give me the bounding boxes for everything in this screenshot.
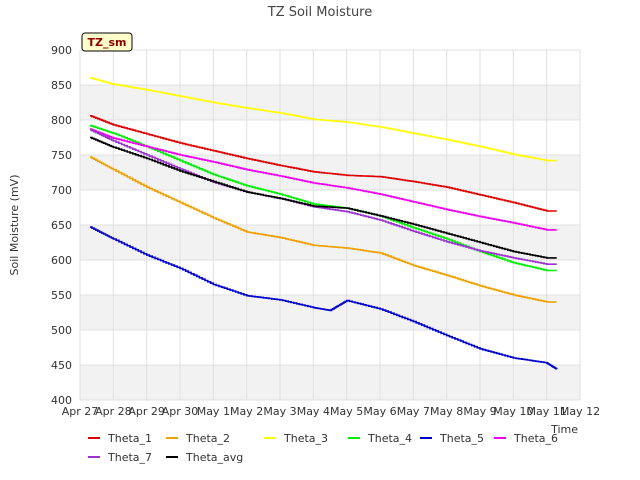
y-tick-label: 450	[51, 359, 72, 372]
legend-item-theta-6: Theta_6	[494, 432, 558, 445]
legend-item-theta-4: Theta_4	[348, 432, 412, 445]
series-line-theta-3	[90, 77, 557, 162]
x-tick-label: May 12	[560, 405, 600, 418]
x-tick-label: Apr 29	[128, 405, 165, 418]
chart-title: TZ Soil Moisture	[267, 5, 373, 20]
grid-band	[80, 50, 580, 85]
x-tick-label: May 2	[230, 405, 263, 418]
series-line-theta-5	[90, 226, 558, 370]
y-tick-label: 400	[51, 394, 72, 407]
x-tick-label: May 10	[493, 405, 533, 418]
x-tick-label: May 7	[397, 405, 430, 418]
series-lines	[90, 77, 558, 370]
badge-label: TZ_sm	[88, 36, 127, 49]
legend-item-theta-3: Theta_3	[264, 432, 328, 445]
badge-box	[81, 32, 133, 52]
series-line-theta-avg	[90, 136, 557, 259]
x-tick-label: Apr 27	[62, 405, 99, 418]
x-tick-label: May 6	[363, 405, 396, 418]
x-tick-label: May 11	[527, 405, 567, 418]
legend-label: Theta_3	[283, 432, 328, 445]
grid-lines	[79, 49, 581, 401]
series-line-theta-1	[90, 115, 557, 212]
legend-item-theta-7: Theta_7	[88, 451, 152, 464]
grid-band	[80, 365, 580, 400]
x-tick-label: May 8	[430, 405, 463, 418]
x-tick-label: May 5	[330, 405, 363, 418]
station-badge: TZ_sm	[81, 32, 133, 52]
legend-label: Theta_4	[367, 432, 412, 445]
y-tick-label: 850	[51, 79, 72, 92]
x-tick-label: May 3	[263, 405, 296, 418]
y-tick-label: 700	[51, 184, 72, 197]
y-axis-ticks: 400 450 500 550 600 650 700 750 800 850 900	[51, 44, 72, 407]
legend-item-theta-5: Theta_5	[420, 432, 484, 445]
legend: Theta_1 Theta_2 Theta_3 Theta_4 Theta_5 Theta…	[88, 432, 558, 464]
legend-label: Theta_5	[439, 432, 484, 445]
x-tick-label: May 9	[463, 405, 496, 418]
grid-band	[80, 330, 580, 365]
series-line-theta-2	[90, 156, 557, 303]
legend-item-theta-2: Theta_2	[166, 432, 230, 445]
x-tick-label: May 1	[197, 405, 230, 418]
grid-band	[80, 260, 580, 295]
grid-band	[80, 85, 580, 120]
grid-band	[80, 225, 580, 260]
y-tick-label: 900	[51, 44, 72, 57]
x-tick-label: Apr 28	[95, 405, 132, 418]
legend-label: Theta_1	[107, 432, 152, 445]
legend-label: Theta_avg	[185, 451, 243, 464]
y-tick-label: 650	[51, 219, 72, 232]
x-tick-label: May 4	[297, 405, 330, 418]
legend-item-theta-1: Theta_1	[88, 432, 152, 445]
y-tick-label: 800	[51, 114, 72, 127]
legend-label: Theta_7	[107, 451, 152, 464]
y-tick-label: 550	[51, 289, 72, 302]
y-tick-label: 500	[51, 324, 72, 337]
grid-band	[80, 295, 580, 330]
series-line-theta-7	[90, 129, 557, 265]
x-tick-label: Apr 30	[162, 405, 199, 418]
legend-label: Theta_6	[513, 432, 558, 445]
series-line-theta-6	[90, 128, 557, 231]
legend-item-theta-avg: Theta_avg	[166, 451, 243, 464]
x-axis-label: Time	[550, 423, 578, 436]
series-line-theta-4	[90, 124, 557, 272]
legend-label: Theta_2	[185, 432, 230, 445]
y-tick-label: 600	[51, 254, 72, 267]
y-tick-label: 750	[51, 149, 72, 162]
y-axis-label: Soil Moisture (mV)	[8, 175, 21, 276]
